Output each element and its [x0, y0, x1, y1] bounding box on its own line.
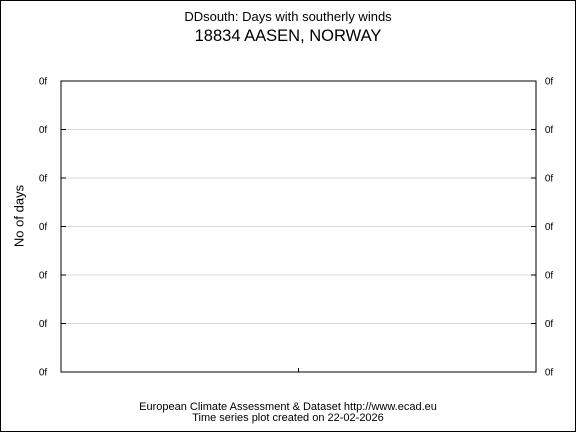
- chart-subtitle: 18834 AASEN, NORWAY: [194, 27, 382, 45]
- y-tick-label-left: 0f: [39, 368, 48, 379]
- y-tick-label-right: 0f: [545, 222, 554, 233]
- y-tick-label-right: 0f: [545, 368, 554, 379]
- y-tick-label-left: 0f: [39, 271, 48, 282]
- y-tick-label-right: 0f: [545, 77, 554, 88]
- footer-credit: European Climate Assessment & Dataset ht…: [139, 401, 437, 413]
- plot-border: [60, 80, 537, 373]
- y-tick-label-left: 0f: [39, 319, 48, 330]
- y-tick-label-right: 0f: [545, 271, 554, 282]
- y-tick-label-left: 0f: [39, 125, 48, 136]
- footer-created: Time series plot created on 22-02-2026: [192, 412, 384, 424]
- chart-title: DDsouth: Days with southerly winds: [184, 9, 392, 24]
- y-tick-label-left: 0f: [39, 174, 48, 185]
- y-tick-label-left: 0f: [39, 222, 48, 233]
- y-tick-label-right: 0f: [545, 125, 554, 136]
- y-tick-label-left: 0f: [39, 77, 48, 88]
- y-tick-label-right: 0f: [545, 174, 554, 185]
- y-tick-label-right: 0f: [545, 319, 554, 330]
